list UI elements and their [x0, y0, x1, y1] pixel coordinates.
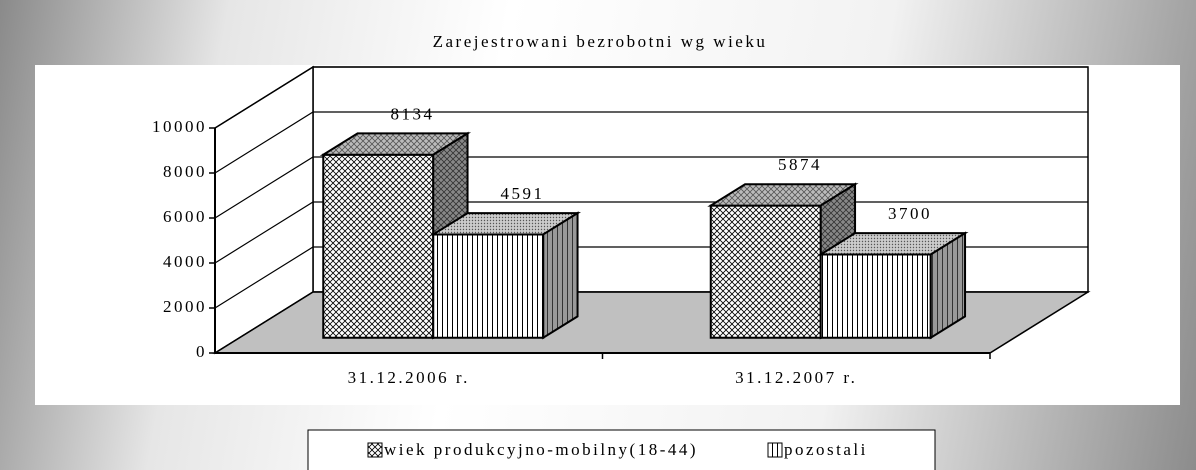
legend-swatch	[367, 442, 383, 458]
x-tick-label: 31.12.2007 r.	[735, 368, 857, 387]
bar	[432, 233, 545, 339]
bar-side	[542, 211, 579, 340]
legend	[307, 429, 936, 470]
bar	[819, 253, 932, 339]
grid-line	[214, 111, 1088, 174]
y-tick-label: 10000	[152, 117, 207, 136]
bar	[709, 204, 822, 339]
legend-label: pozostali	[784, 440, 868, 459]
grid-line	[214, 156, 1088, 219]
data-label: 5874	[778, 155, 822, 174]
y-tick-label: 2000	[163, 297, 207, 316]
data-label: 4591	[501, 184, 545, 203]
y-tick-label: 8000	[163, 162, 207, 181]
legend-swatch	[767, 442, 783, 458]
bar-side	[929, 231, 967, 340]
data-label: 8134	[391, 104, 435, 123]
y-tick-label: 6000	[163, 207, 207, 226]
y-tick-label: 4000	[163, 252, 207, 271]
legend-label: wiek produkcyjno-mobilny(18-44)	[384, 440, 698, 459]
grid-line	[214, 66, 1088, 129]
data-label: 3700	[888, 204, 932, 223]
chart-title: Zarejestrowani bezrobotni wg wieku	[433, 32, 768, 51]
y-tick-label: 0	[196, 342, 207, 361]
x-tick-label: 31.12.2006 r.	[348, 368, 470, 387]
bar	[322, 153, 435, 339]
